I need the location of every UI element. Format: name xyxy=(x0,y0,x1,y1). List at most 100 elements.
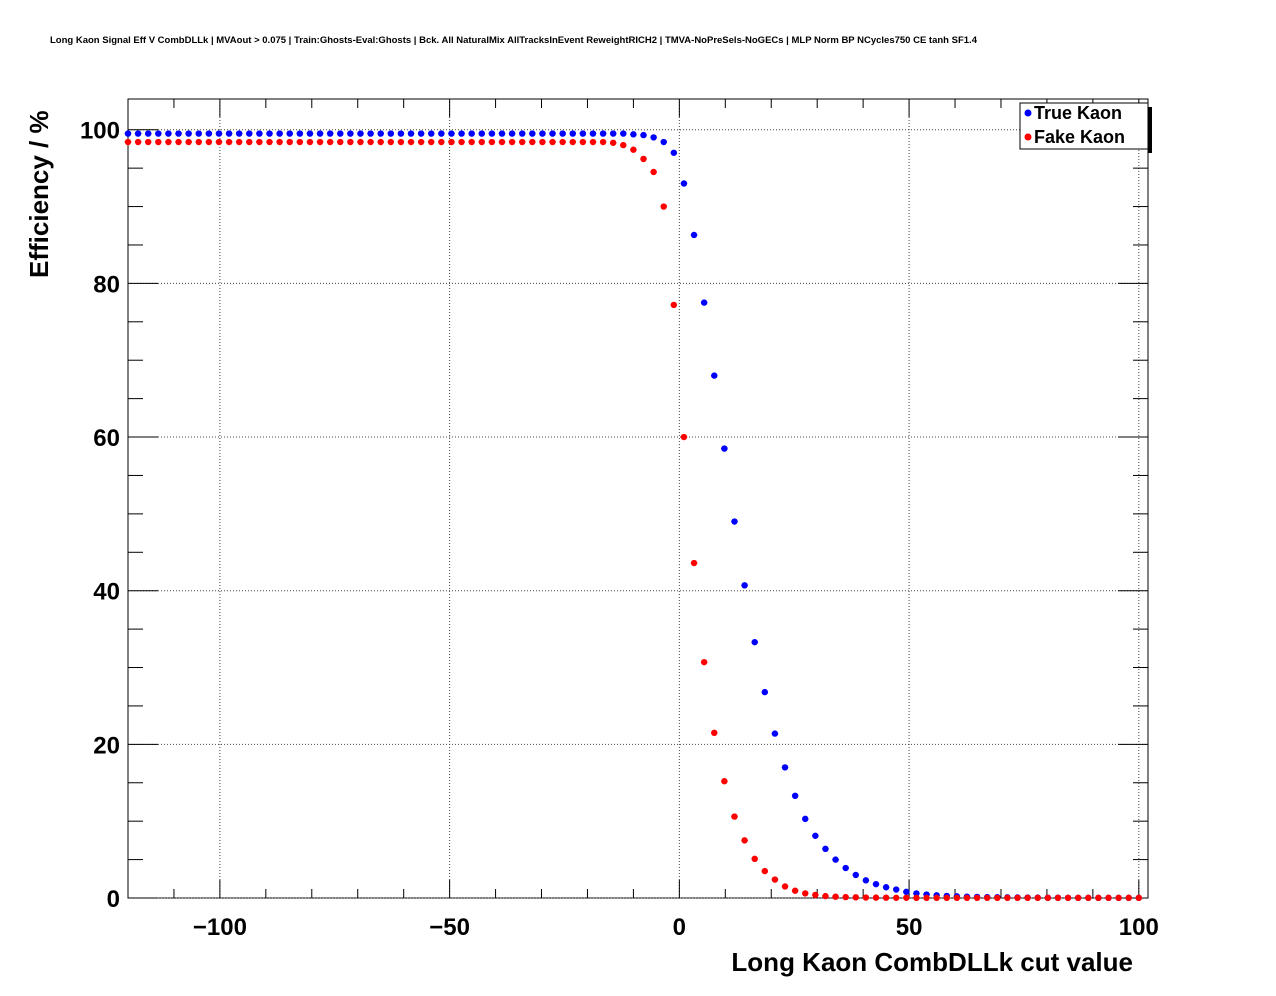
data-point xyxy=(286,130,293,137)
data-point xyxy=(559,130,566,137)
data-point xyxy=(791,887,799,894)
data-point xyxy=(963,894,971,902)
data-point xyxy=(508,138,516,146)
data-point xyxy=(903,888,910,896)
data-point xyxy=(620,130,627,137)
data-point xyxy=(145,130,152,137)
data-point xyxy=(387,130,395,137)
data-point xyxy=(306,130,314,137)
data-point xyxy=(276,138,283,146)
data-point xyxy=(246,138,253,146)
data-point xyxy=(680,180,688,187)
data-point xyxy=(458,138,465,146)
data-point xyxy=(1074,894,1082,902)
data-point xyxy=(458,130,465,137)
data-point xyxy=(913,890,920,897)
data-point xyxy=(488,130,496,137)
data-point xyxy=(397,130,405,137)
data-point xyxy=(731,813,738,820)
data-point xyxy=(852,871,859,879)
data-point xyxy=(468,130,475,137)
data-point xyxy=(983,894,991,902)
data-point xyxy=(215,130,223,137)
data-point xyxy=(337,130,344,137)
data-point xyxy=(438,138,445,146)
legend-marker-true-kaon xyxy=(1024,109,1032,117)
data-point xyxy=(155,130,162,137)
data-point xyxy=(498,138,506,146)
data-point xyxy=(620,141,627,149)
data-point xyxy=(832,856,839,863)
data-series xyxy=(124,130,1143,902)
data-point xyxy=(589,138,597,146)
data-point xyxy=(579,138,587,146)
data-point xyxy=(579,130,587,137)
data-point xyxy=(256,138,263,146)
data-point xyxy=(630,131,637,138)
data-point xyxy=(417,138,425,146)
data-point xyxy=(185,130,192,137)
data-point xyxy=(539,130,546,137)
data-point xyxy=(933,894,940,902)
data-point xyxy=(407,130,415,137)
x-tick-label: 0 xyxy=(673,914,686,941)
data-point xyxy=(812,832,819,839)
data-point xyxy=(640,155,647,163)
data-point xyxy=(256,130,263,137)
data-point xyxy=(923,894,930,902)
data-point xyxy=(1125,894,1132,902)
data-point xyxy=(246,130,253,137)
data-point xyxy=(650,134,657,141)
data-point xyxy=(690,231,698,239)
data-point xyxy=(235,138,243,146)
data-point xyxy=(761,688,769,696)
data-point xyxy=(842,864,849,872)
data-point xyxy=(690,559,698,567)
data-point xyxy=(306,138,314,146)
data-point xyxy=(711,729,718,737)
data-point xyxy=(872,880,880,888)
data-point xyxy=(711,372,718,379)
data-point xyxy=(862,877,870,884)
data-point xyxy=(893,886,900,893)
data-point xyxy=(397,138,405,146)
data-point xyxy=(1095,894,1102,902)
data-point xyxy=(1044,894,1052,902)
data-point xyxy=(903,894,910,901)
data-point xyxy=(478,130,485,137)
data-point xyxy=(761,867,769,875)
data-point xyxy=(539,138,546,146)
data-point xyxy=(721,445,728,452)
data-point xyxy=(599,130,607,137)
legend-label-fake-kaon: Fake Kaon xyxy=(1034,127,1125,147)
data-point xyxy=(1085,894,1092,902)
data-point xyxy=(367,138,374,146)
data-point xyxy=(387,138,395,146)
data-point xyxy=(124,130,132,137)
data-point xyxy=(842,893,849,901)
data-point xyxy=(205,138,213,146)
data-point xyxy=(448,130,455,137)
data-point xyxy=(428,130,435,137)
data-point xyxy=(973,894,981,902)
data-point xyxy=(347,138,354,146)
y-tick-label: 60 xyxy=(93,425,120,452)
y-tick-label: 20 xyxy=(93,732,120,759)
data-point xyxy=(266,138,273,146)
data-point xyxy=(235,130,243,137)
data-point xyxy=(428,138,435,146)
data-point xyxy=(367,130,374,137)
data-point xyxy=(316,138,324,146)
data-point xyxy=(195,138,202,146)
data-point xyxy=(155,138,162,146)
data-point xyxy=(953,894,961,902)
data-point xyxy=(650,168,657,176)
data-point xyxy=(741,837,748,844)
data-point xyxy=(407,138,415,146)
axes: −100 −50 0 50 100 0 20 40 60 80 100 xyxy=(80,99,1159,941)
data-point xyxy=(478,138,485,146)
data-point xyxy=(791,792,799,800)
x-axis-label: Long Kaon CombDLLk cut value xyxy=(731,947,1133,977)
plot-area xyxy=(127,98,1149,899)
